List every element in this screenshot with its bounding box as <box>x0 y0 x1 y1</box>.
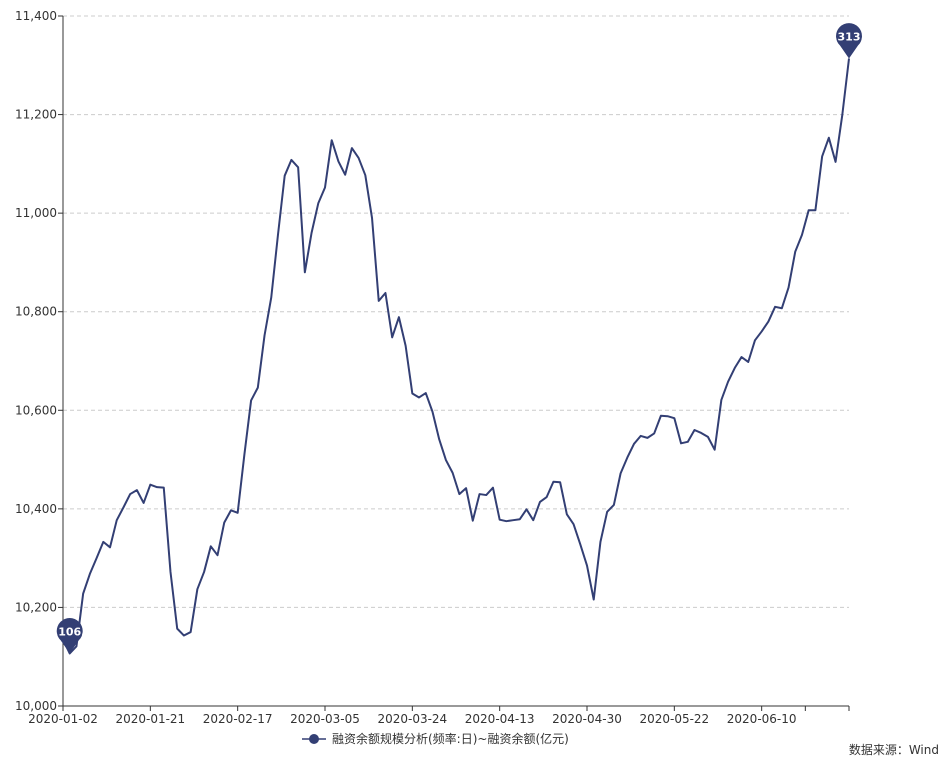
legend-marker-dot <box>309 734 319 744</box>
y-tick-label: 10,000 <box>15 699 57 713</box>
max-pin: 11,313.74 <box>818 23 880 59</box>
y-tick-label: 10,400 <box>15 502 57 516</box>
x-tick-label: 2020-05-22 <box>639 712 709 726</box>
y-tick-label: 11,400 <box>15 9 57 23</box>
legend[interactable]: 融资余额规模分析(频率:日)~融资余额(亿元) <box>302 731 569 746</box>
y-tick-label: 10,600 <box>15 403 57 417</box>
series-line <box>62 58 850 655</box>
axes <box>62 16 849 707</box>
max-pin-label: 11,313.74 <box>818 31 880 44</box>
y-tick-labels: 10,000 10,200 10,400 10,600 10,800 11,000 11,2… <box>15 9 63 713</box>
x-tick-label: 2020-01-02 <box>28 712 98 726</box>
x-tick-labels: 2020-01-02 2020-01-21 2020-02-17 2020-03-05… <box>28 706 850 726</box>
x-tick-label: 2020-06-10 <box>727 712 797 726</box>
x-tick-label: 2020-03-05 <box>290 712 360 726</box>
x-tick-label: 2020-02-17 <box>203 712 273 726</box>
x-tick-label: 2020-01-21 <box>115 712 185 726</box>
x-tick-label: 2020-04-30 <box>552 712 622 726</box>
series-layer <box>62 58 850 655</box>
y-tick-label: 10,800 <box>15 305 57 319</box>
x-tick-label: 2020-04-13 <box>465 712 535 726</box>
grid-lines <box>63 15 849 608</box>
y-tick-label: 11,200 <box>15 108 57 122</box>
max-pin-shape <box>835 23 862 59</box>
legend-label: 融资余额规模分析(频率:日)~融资余额(亿元) <box>332 731 569 746</box>
y-tick-label: 10,200 <box>15 600 57 614</box>
pin-markers: 10,106.66 11,313.74 <box>39 23 880 654</box>
source-label: 数据来源：Wind <box>849 742 939 757</box>
x-tick-label: 2020-03-24 <box>377 712 447 726</box>
y-tick-label: 11,000 <box>15 206 57 220</box>
min-pin-shape <box>56 618 83 654</box>
min-pin-label: 10,106.66 <box>39 625 101 638</box>
min-pin: 10,106.66 <box>39 618 101 654</box>
